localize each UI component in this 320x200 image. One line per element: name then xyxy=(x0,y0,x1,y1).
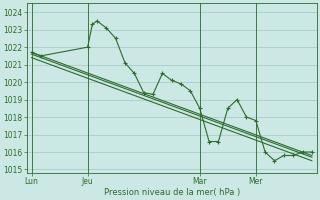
X-axis label: Pression niveau de la mer( hPa ): Pression niveau de la mer( hPa ) xyxy=(104,188,240,197)
